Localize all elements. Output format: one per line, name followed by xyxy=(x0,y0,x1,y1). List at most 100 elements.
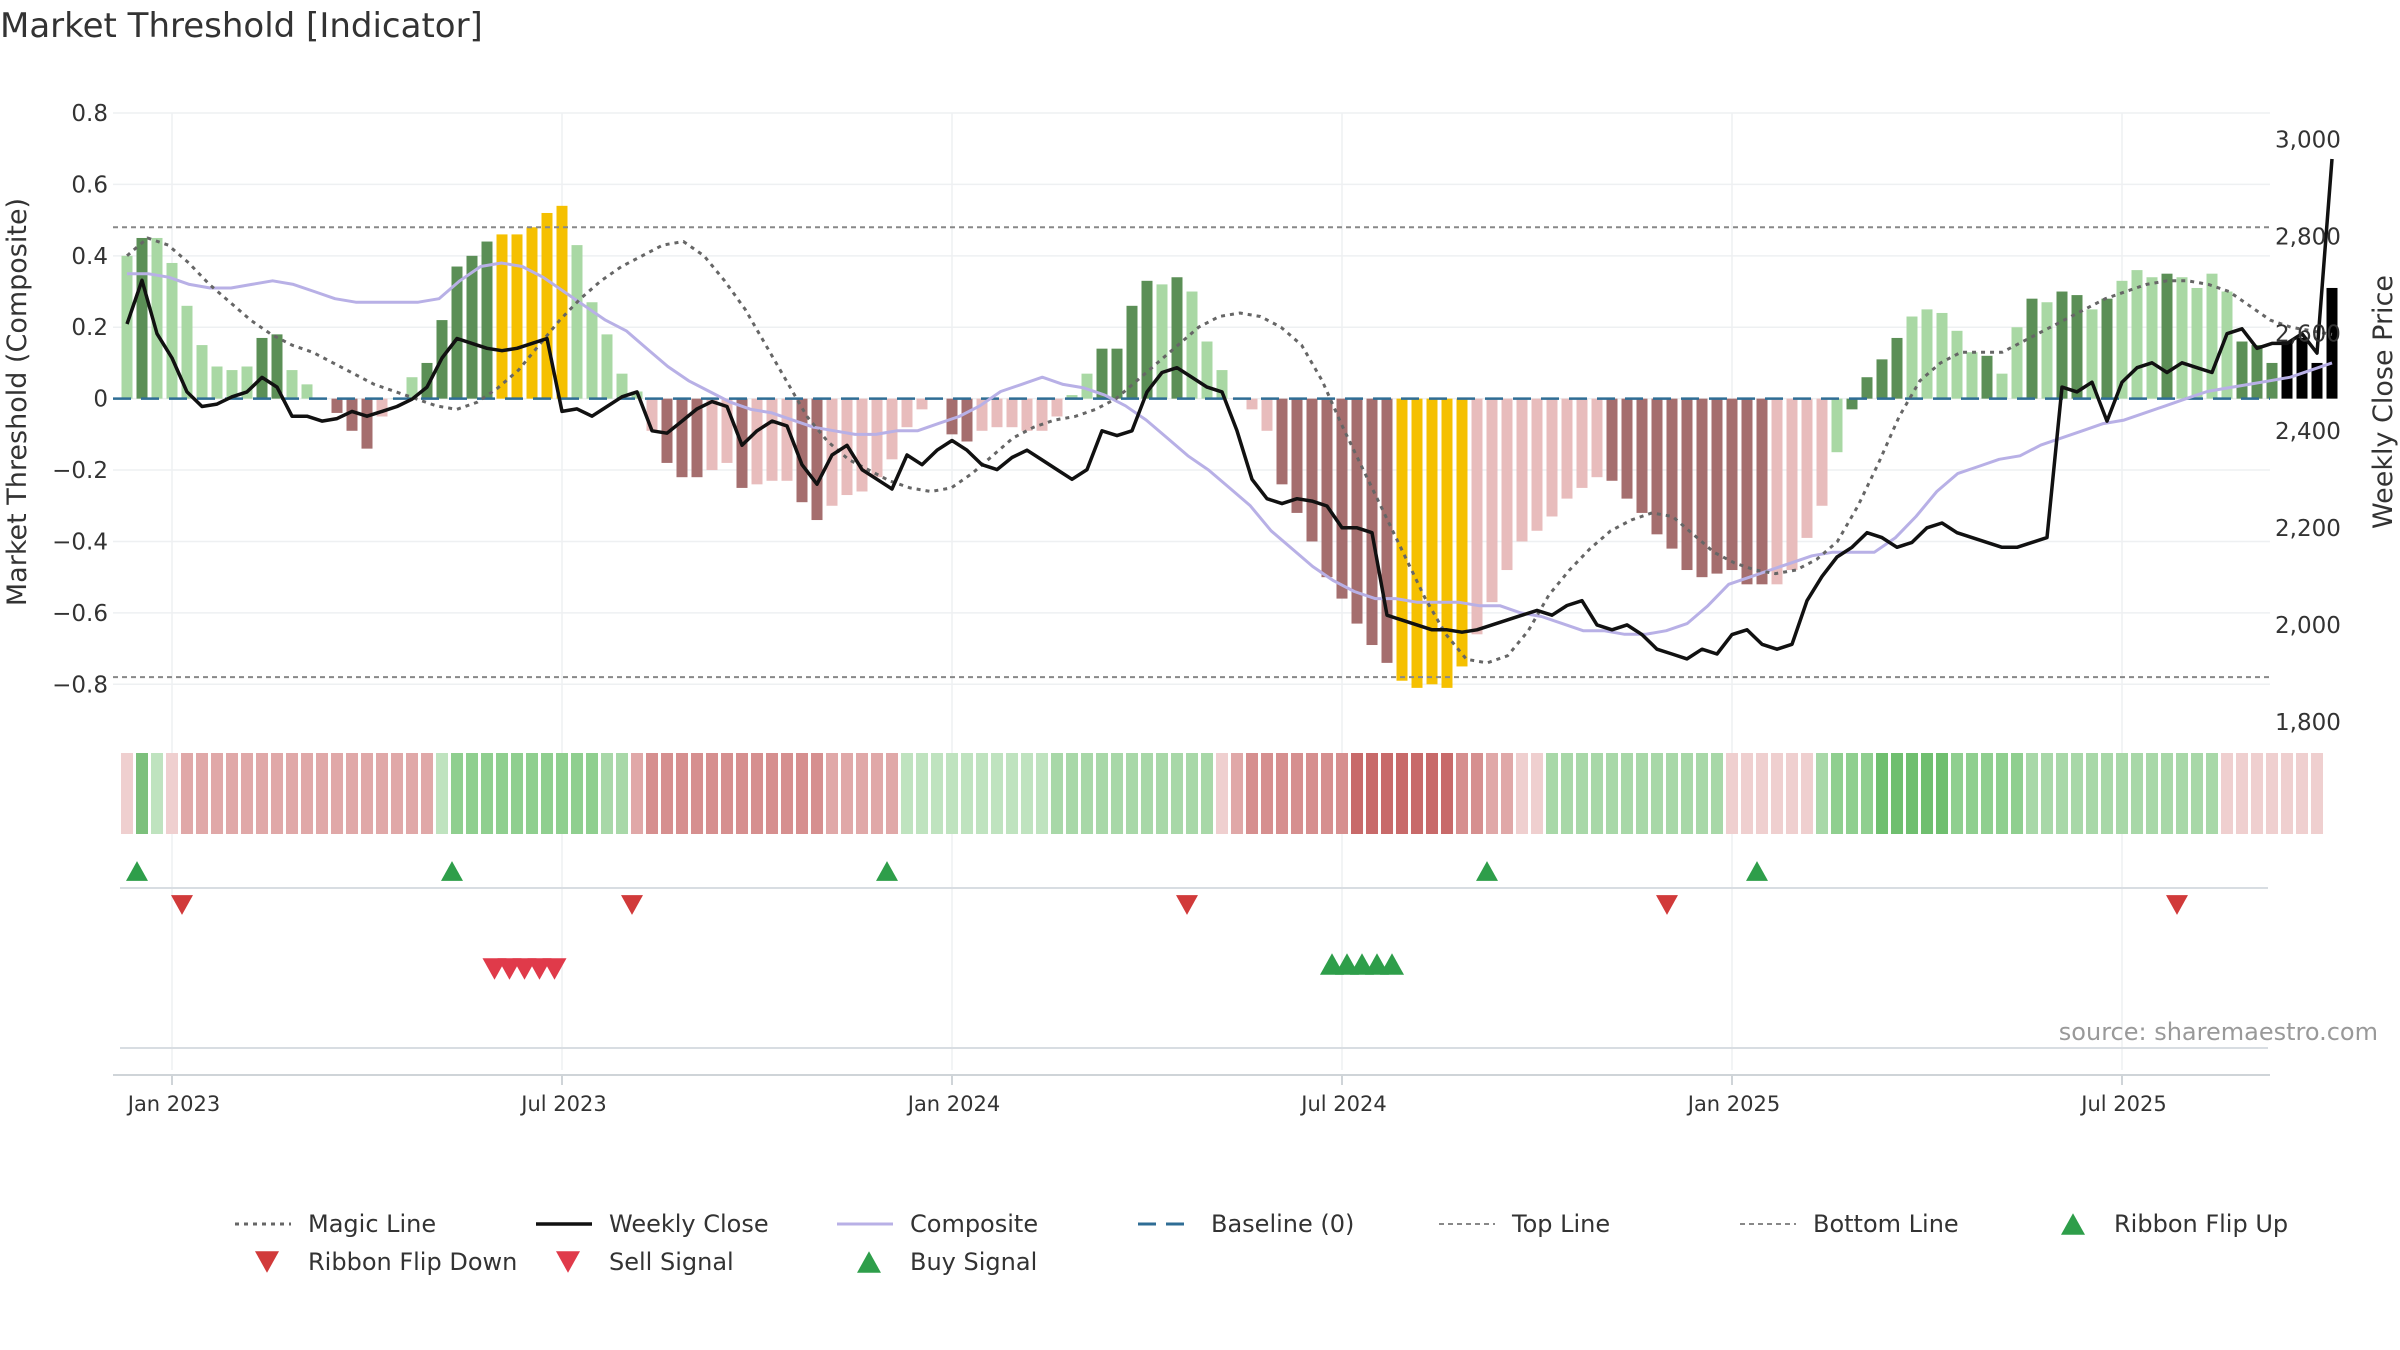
composite-bar xyxy=(781,398,793,481)
x-tick-label: Jul 2024 xyxy=(1299,1092,1386,1116)
ribbon-cell xyxy=(1366,753,1378,834)
composite-bar xyxy=(1651,398,1663,535)
ribbon-cell xyxy=(196,753,208,834)
composite-bar xyxy=(451,266,463,399)
magic-line xyxy=(126,236,2333,665)
composite-bar xyxy=(1801,398,1813,538)
composite-bar xyxy=(796,398,808,503)
ribbon-flip-down-marker xyxy=(171,895,193,915)
ribbon-cell xyxy=(481,753,493,834)
composite-bar xyxy=(466,255,478,399)
composite-bar xyxy=(706,398,718,471)
composite-bar xyxy=(1666,398,1678,549)
ribbon-cell xyxy=(676,753,688,834)
ribbon-cell xyxy=(1666,753,1678,834)
ribbon-cell xyxy=(1861,753,1873,834)
ribbon-cell xyxy=(181,753,193,834)
composite-bar xyxy=(1246,398,1258,410)
composite-bar xyxy=(2326,287,2338,399)
ribbon-cell xyxy=(1651,753,1663,834)
ribbon-cell xyxy=(1471,753,1483,834)
ribbon-cell xyxy=(286,753,298,834)
ribbon-cell xyxy=(691,753,703,834)
composite-line xyxy=(127,261,2333,636)
composite-bar xyxy=(856,398,868,492)
ribbon-cell xyxy=(916,753,928,834)
ribbon-cell xyxy=(946,753,958,834)
ribbon-cell xyxy=(1126,753,1138,834)
legend-swatch xyxy=(255,1251,279,1273)
ribbon-cell xyxy=(1966,753,1978,834)
composite-bar xyxy=(1966,352,1978,399)
ribbon-cell xyxy=(361,753,373,834)
ribbon-cell xyxy=(1186,753,1198,834)
ribbon-cell xyxy=(1786,753,1798,834)
ribbon-cell xyxy=(661,753,673,834)
y-tick-label-left: −0.2 xyxy=(52,458,108,484)
ribbon-cell xyxy=(271,753,283,834)
composite-bar xyxy=(2176,277,2188,399)
ribbon-cell xyxy=(1546,753,1558,834)
y-tick-label-left: 0.6 xyxy=(71,172,108,198)
ribbon-cell xyxy=(556,753,568,834)
grid-lines xyxy=(113,112,2270,1070)
composite-bar xyxy=(256,337,268,399)
composite-bar xyxy=(1036,398,1048,431)
composite-bar xyxy=(2221,291,2233,399)
composite-bar xyxy=(1366,398,1378,646)
composite-bar xyxy=(661,398,673,463)
ribbon-cell xyxy=(136,753,148,834)
ribbon-cell xyxy=(751,753,763,834)
composite-bar xyxy=(811,398,823,521)
composite-bar xyxy=(121,255,133,399)
ribbon-cell xyxy=(1741,753,1753,834)
legend-swatch xyxy=(857,1251,881,1273)
ribbon-cell xyxy=(1111,753,1123,834)
composite-bar xyxy=(2086,309,2098,399)
ribbon-cell xyxy=(2071,753,2083,834)
ribbon-cell xyxy=(406,753,418,834)
composite-bar xyxy=(601,334,613,399)
composite-bar xyxy=(1546,398,1558,517)
ribbon-cell xyxy=(2131,753,2143,834)
ribbon-cell xyxy=(1081,753,1093,834)
ribbon-cell xyxy=(1606,753,1618,834)
composite-bar xyxy=(376,398,388,417)
x-tick-label: Jan 2023 xyxy=(126,1092,221,1116)
composite-bar xyxy=(1081,373,1093,399)
composite-bar xyxy=(2236,341,2248,399)
ribbon-cell xyxy=(2266,753,2278,834)
ribbon-flip-up-marker xyxy=(1476,861,1498,881)
right-y-axis: 1,800 2,000 2,200 2,400 2,600 2,800 3,000 xyxy=(2275,128,2341,736)
ribbon-cell xyxy=(871,753,883,834)
composite-bar xyxy=(2161,273,2173,399)
ribbon-cell xyxy=(1456,753,1468,834)
ribbon-cell xyxy=(601,753,613,834)
ribbon-cell xyxy=(886,753,898,834)
composite-bar xyxy=(646,398,658,431)
x-tick-label: Jan 2025 xyxy=(1686,1092,1781,1116)
ribbon-cell xyxy=(1816,753,1828,834)
composite-bar xyxy=(1381,398,1393,663)
composite-bar xyxy=(1261,398,1273,431)
ribbon-cell xyxy=(421,753,433,834)
ribbon-cell xyxy=(1801,753,1813,834)
composite-bar xyxy=(1741,398,1753,585)
ribbon-cell xyxy=(1996,753,2008,834)
composite-bar xyxy=(2206,273,2218,399)
composite-bar xyxy=(511,234,523,399)
composite-bar xyxy=(2056,291,2068,399)
ribbon-cell xyxy=(211,753,223,834)
ribbon-cell xyxy=(1951,753,1963,834)
composite-bar xyxy=(1336,398,1348,599)
composite-bar xyxy=(541,212,553,399)
ribbon-cell xyxy=(766,753,778,834)
y-tick-label-left: −0.4 xyxy=(52,529,108,555)
composite-bar xyxy=(1066,395,1078,399)
ribbon-cell xyxy=(961,753,973,834)
y-tick-label-left: 0.8 xyxy=(71,101,108,127)
composite-bar xyxy=(361,398,373,449)
composite-bar xyxy=(1591,398,1603,478)
composite-bar xyxy=(1426,398,1438,685)
composite-bar xyxy=(2191,287,2203,399)
